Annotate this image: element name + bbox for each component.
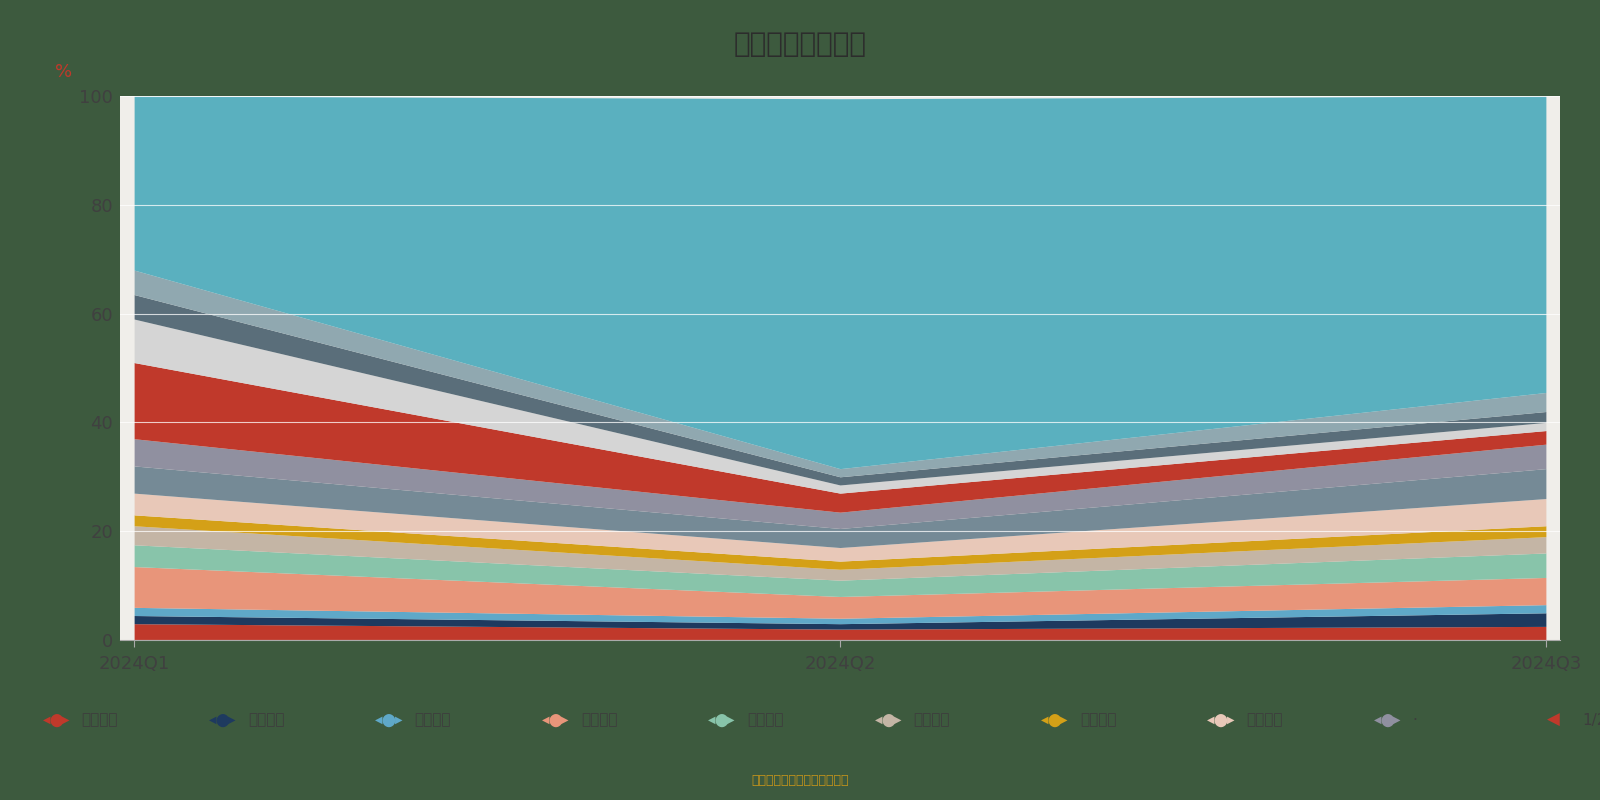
Text: 1/2: 1/2 (1582, 713, 1600, 727)
Text: ◀: ◀ (542, 715, 549, 725)
Text: 科大讯飞: 科大讯飞 (414, 713, 451, 727)
Text: ◀: ◀ (376, 715, 382, 725)
Text: ◀: ◀ (709, 715, 715, 725)
Text: ⬤: ⬤ (216, 714, 229, 726)
Text: 中兴通讯: 中兴通讯 (82, 713, 118, 727)
Text: %: % (54, 63, 72, 82)
Text: ◀: ◀ (210, 715, 216, 725)
Text: ⬤: ⬤ (382, 714, 395, 726)
Text: ⬤: ⬤ (1381, 714, 1394, 726)
Text: ▶: ▶ (229, 715, 235, 725)
Text: 前十大重仓股变化: 前十大重仓股变化 (733, 30, 867, 58)
Text: ▶: ▶ (894, 715, 901, 725)
Text: ·: · (1413, 713, 1418, 727)
Text: ▶: ▶ (62, 715, 69, 725)
Text: 制图数据来自恒生聚源数据库: 制图数据来自恒生聚源数据库 (752, 774, 848, 786)
Text: 长江电力: 长江电力 (914, 713, 950, 727)
Text: 长电科技: 长电科技 (1080, 713, 1117, 727)
Text: ▶: ▶ (1394, 715, 1400, 725)
Text: 中芯国际: 中芯国际 (581, 713, 618, 727)
Text: ⬤: ⬤ (549, 714, 562, 726)
Text: ◀: ◀ (43, 715, 50, 725)
Text: 金蝶国际: 金蝶国际 (1246, 713, 1283, 727)
Text: ▶: ▶ (1227, 715, 1234, 725)
Text: ⬤: ⬤ (715, 714, 728, 726)
Text: ▶: ▶ (395, 715, 402, 725)
Text: ⬤: ⬤ (1214, 714, 1227, 726)
Text: ◀: ◀ (1042, 715, 1048, 725)
Text: ◀: ◀ (875, 715, 882, 725)
Text: ◀: ◀ (1374, 715, 1381, 725)
Text: ⬤: ⬤ (50, 714, 62, 726)
Text: ▶: ▶ (728, 715, 734, 725)
Text: ◀: ◀ (1208, 715, 1214, 725)
Text: ▶: ▶ (562, 715, 568, 725)
Text: ⬤: ⬤ (882, 714, 894, 726)
Text: 中国电信: 中国电信 (248, 713, 285, 727)
Text: 腾讯控股: 腾讯控股 (747, 713, 784, 727)
Text: ⬤: ⬤ (1048, 714, 1061, 726)
Text: ◀: ◀ (1547, 711, 1560, 729)
Text: ▶: ▶ (1061, 715, 1067, 725)
